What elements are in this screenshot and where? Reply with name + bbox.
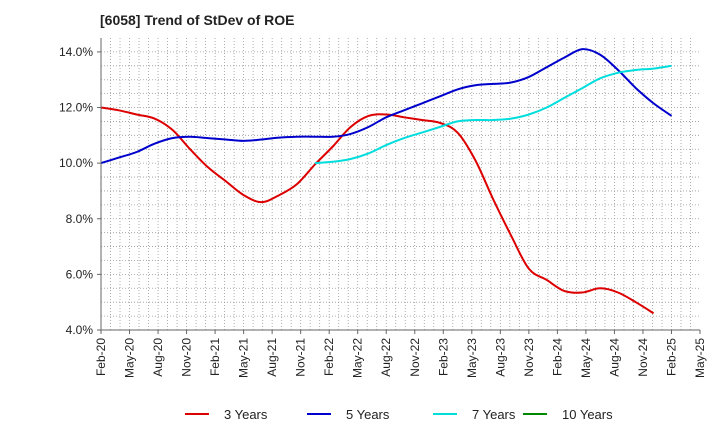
plot-area bbox=[101, 38, 700, 330]
x-tick-label: Nov-22 bbox=[408, 338, 422, 377]
x-tick-label: May-21 bbox=[237, 338, 251, 378]
legend-label-4: 10 Years bbox=[562, 407, 613, 422]
chart-title: [6058] Trend of StDev of ROE bbox=[100, 12, 294, 28]
legend-label-1: 3 Years bbox=[224, 407, 268, 422]
y-tick-label: 14.0% bbox=[59, 45, 93, 59]
x-tick-label: May-23 bbox=[465, 338, 479, 378]
y-axis-ticks: 4.0% 6.0% 8.0% 10.0% 12.0% 14.0% bbox=[59, 45, 101, 337]
x-tick-label: Nov-24 bbox=[636, 338, 650, 377]
x-tick-label: Feb-22 bbox=[322, 338, 336, 376]
series-line-2 bbox=[100, 48, 673, 165]
x-tick-label: Feb-25 bbox=[664, 338, 678, 376]
legend-label-3: 7 Years bbox=[472, 407, 516, 422]
y-tick-label: 8.0% bbox=[66, 212, 94, 226]
x-tick-label: Feb-23 bbox=[436, 338, 450, 376]
x-tick-label: Nov-21 bbox=[294, 338, 308, 377]
legend-label-2: 5 Years bbox=[346, 407, 390, 422]
x-tick-label: Aug-21 bbox=[265, 338, 279, 377]
plot-background bbox=[101, 38, 700, 330]
x-tick-label: Nov-23 bbox=[522, 338, 536, 377]
x-tick-label: Feb-20 bbox=[94, 338, 108, 376]
x-tick-label: Feb-24 bbox=[550, 338, 564, 376]
y-tick-label: 6.0% bbox=[66, 267, 94, 281]
x-tick-label: May-25 bbox=[693, 338, 707, 378]
x-tick-label: Nov-20 bbox=[180, 338, 194, 377]
x-tick-label: May-20 bbox=[123, 338, 137, 378]
grid bbox=[101, 38, 700, 330]
legend: 3 Years 5 Years 7 Years 10 Years bbox=[185, 407, 613, 422]
x-tick-label: Feb-21 bbox=[208, 338, 222, 376]
x-tick-label: May-22 bbox=[351, 338, 365, 378]
series-layer bbox=[100, 48, 673, 315]
axes bbox=[100, 38, 700, 331]
x-tick-label: Aug-20 bbox=[151, 338, 165, 377]
y-tick-label: 12.0% bbox=[59, 101, 93, 115]
y-tick-label: 4.0% bbox=[66, 323, 94, 337]
x-tick-label: Aug-24 bbox=[607, 338, 621, 377]
x-tick-label: May-24 bbox=[579, 338, 593, 378]
x-tick-label: Aug-23 bbox=[493, 338, 507, 377]
x-tick-label: Aug-22 bbox=[379, 338, 393, 377]
series-line-1 bbox=[100, 106, 655, 315]
y-tick-label: 10.0% bbox=[59, 156, 93, 170]
series-line-3 bbox=[314, 64, 672, 165]
x-axis-ticks: Feb-20 May-20 Aug-20 Nov-20 Feb-21 May-21 Aug-… bbox=[94, 330, 707, 378]
